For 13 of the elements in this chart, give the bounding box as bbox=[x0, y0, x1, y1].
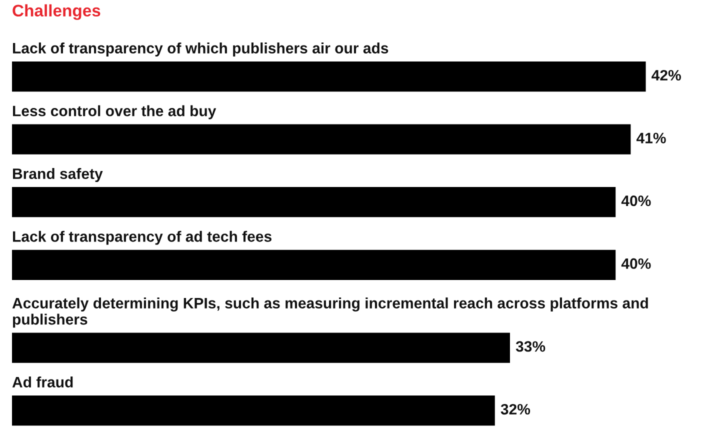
data-label: 32% bbox=[500, 404, 530, 415]
y-tick-label: Accurately determining KPIs, such as measuring incremental reach across platforms and publishers bbox=[12, 297, 648, 328]
y-tick-label: Lack of transparency of ad tech fees bbox=[13, 230, 272, 245]
data-label: 41% bbox=[636, 132, 666, 144]
data-label: 40% bbox=[621, 258, 651, 269]
y-tick-label: Brand safety bbox=[13, 168, 103, 182]
y-tick-label: Less control over the ad buy bbox=[13, 105, 216, 120]
data-label: 42% bbox=[652, 70, 681, 81]
chart-title: Challenges bbox=[12, 4, 100, 20]
y-tick-label: Lack of transparency of which publishers air our ads bbox=[13, 42, 388, 56]
data-label: 33% bbox=[516, 341, 546, 352]
data-label: 40% bbox=[621, 196, 651, 206]
y-tick-label: Ad fraud bbox=[12, 376, 73, 388]
